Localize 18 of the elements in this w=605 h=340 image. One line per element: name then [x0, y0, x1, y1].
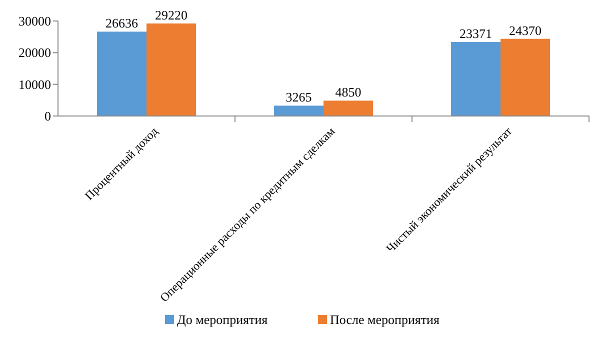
- data-label: 29220: [155, 7, 188, 22]
- y-tick-label: 0: [44, 108, 51, 124]
- legend-label: До мероприятия: [177, 312, 268, 327]
- y-tick-label: 10000: [18, 76, 51, 92]
- bar: [274, 106, 324, 116]
- bar: [96, 32, 146, 116]
- data-label: 4850: [335, 84, 362, 100]
- bar: [500, 38, 550, 116]
- data-label: 3265: [286, 90, 312, 105]
- legend-label: После мероприятия: [330, 312, 440, 327]
- y-tick-label: 20000: [18, 45, 51, 60]
- bar: [146, 23, 196, 116]
- data-label: 24370: [509, 22, 542, 38]
- bar: [450, 42, 500, 116]
- bar: [324, 100, 374, 116]
- y-tick-label: 30000: [18, 14, 51, 29]
- data-label: 23371: [459, 26, 492, 41]
- data-label: 26636: [105, 16, 138, 31]
